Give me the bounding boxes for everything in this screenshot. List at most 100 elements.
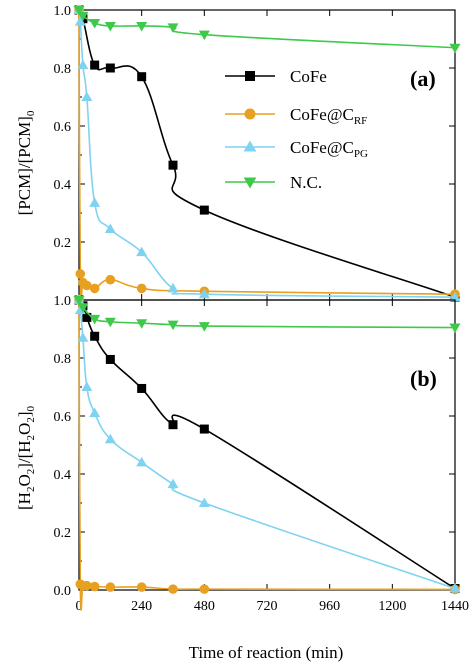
legend-label-cofe-cpg-main: CoFe@C <box>290 138 354 157</box>
data-point-cofe-crf-b <box>136 582 147 592</box>
data-point-cofe-b <box>137 383 147 393</box>
plot-frame-a <box>78 9 456 301</box>
data-point-cofe-crf-a <box>89 283 100 294</box>
data-point-cofe-cpg-b <box>167 478 179 489</box>
data-point-cofe-cpg-a <box>136 246 148 257</box>
panel-label-b: (b) <box>410 366 437 391</box>
data-point-cofe-crf-b <box>199 584 210 594</box>
data-point-cofe-cpg-b <box>81 381 93 391</box>
legend-entry-nc: N.C. <box>225 173 322 192</box>
x-tick-label: 1200 <box>378 599 406 614</box>
data-point-cofe-a <box>168 160 178 170</box>
data-point-nc-a <box>104 21 116 32</box>
panel-b: 0.0 0.2 0.4 0.6 0.8 0 240 480 720 960 1200 1440 <box>54 294 469 614</box>
data-point-cofe-b <box>168 420 178 430</box>
data-point-nc-a <box>77 11 89 22</box>
panel-label-a: (a) <box>410 66 436 91</box>
series-line-cofe-crf-b <box>78 299 456 611</box>
data-point-cofe-b <box>90 331 100 341</box>
legend-label-cofe-cpg-sub: PG <box>354 148 368 160</box>
y-axis-title-a-main: [PCM]/[PCM] <box>15 116 34 215</box>
legend-entry-cofe-crf: CoFe@CRF <box>225 105 367 127</box>
data-point-cofe-cpg-b <box>104 433 116 444</box>
data-point-nc-a <box>73 6 85 16</box>
y-tick-label-a: 0.8 <box>54 62 72 77</box>
y-tick-label-b: 0.8 <box>54 352 72 367</box>
data-point-cofe-cpg-b <box>89 407 101 418</box>
data-point-cofe-cpg-a <box>77 59 89 70</box>
data-point-cofe-cpg-a <box>167 282 179 293</box>
plot-frame-b <box>78 299 456 591</box>
y-tick-label-a: 1.0 <box>54 4 72 19</box>
y-axis-title-a-sub: 0 <box>25 110 37 116</box>
data-point-nc-b <box>167 320 179 331</box>
data-point-nc-b <box>104 317 116 328</box>
data-point-nc-b <box>73 296 85 306</box>
legend-label-cofe-cpg: CoFe@CPG <box>290 138 368 160</box>
y-tick-label-b: 0.4 <box>54 468 72 483</box>
y-tick-label-b: 0.6 <box>54 410 72 425</box>
legend-entry-cofe: CoFe <box>225 67 327 86</box>
data-point-cofe-cpg-b <box>449 583 461 593</box>
data-point-nc-b <box>89 314 101 325</box>
data-point-cofe-a <box>137 72 147 82</box>
data-point-cofe-crf-a <box>82 280 92 291</box>
legend-marker-nc <box>243 177 257 189</box>
data-point-cofe-crf-b <box>168 584 178 594</box>
legend-marker-cofe-cpg <box>243 140 257 152</box>
data-point-nc-b <box>449 323 461 334</box>
series-line-cofe-b <box>78 299 456 590</box>
data-point-cofe-cpg-a <box>104 223 116 233</box>
data-point-nc-b <box>198 322 210 332</box>
data-point-cofe-a <box>90 60 100 70</box>
data-point-cofe-b <box>199 424 209 434</box>
panel-a: 1.0 0.2 0.4 0.6 0.8 1.0 <box>54 4 461 309</box>
series-line-cofe-cpg-b <box>78 299 456 590</box>
series-line-cofe-crf-a <box>78 9 456 301</box>
data-point-nc-a <box>167 23 179 33</box>
y-tick-label-a: 0.6 <box>54 120 72 135</box>
x-tick-label: 960 <box>319 599 340 614</box>
legend-label-cofe-crf-sub: RF <box>354 115 367 127</box>
legend-entry-cofe-cpg: CoFe@CPG <box>225 138 368 160</box>
x-tick-label: 1440 <box>441 599 469 614</box>
legend-label-nc: N.C. <box>290 173 322 192</box>
data-point-nc-b <box>77 303 89 313</box>
legend-marker-cofe-crf <box>244 108 256 120</box>
series-line-cofe-a <box>78 9 456 298</box>
data-point-nc-a <box>136 21 148 32</box>
y-tick-label-a: 1.0 <box>54 294 72 309</box>
data-point-cofe-cpg-a <box>74 16 86 26</box>
legend-label-cofe-crf-main: CoFe@C <box>290 105 354 124</box>
y-tick-label-b: 0.0 <box>54 584 72 599</box>
legend: CoFe CoFe@CRF CoFe@CPG N.C. <box>225 67 368 192</box>
series-line-cofe-cpg-a <box>78 9 456 298</box>
data-point-cofe-a <box>199 205 209 215</box>
legend-marker-cofe <box>245 71 255 81</box>
data-point-cofe-cpg-b <box>77 332 89 342</box>
y-tick-label-a: 0.2 <box>54 236 72 251</box>
x-tick-label: 0 <box>76 599 83 614</box>
y-axis-title-b: [H2O2]/[H2O2]0 <box>15 405 37 510</box>
x-tick-label: 480 <box>194 599 215 614</box>
data-point-cofe-crf-a <box>75 269 86 279</box>
data-point-cofe-crf-b <box>89 581 100 592</box>
data-point-cofe-cpg-a <box>198 288 210 299</box>
x-axis-title: Time of reaction (min) <box>189 643 344 662</box>
x-tick-label: 720 <box>257 599 278 614</box>
data-point-cofe-cpg-b <box>198 497 210 507</box>
data-point-nc-a <box>198 30 210 41</box>
legend-label-cofe: CoFe <box>290 67 327 86</box>
data-point-cofe-a <box>105 63 115 73</box>
data-point-cofe-b <box>105 354 115 364</box>
data-point-cofe-cpg-a <box>89 197 101 207</box>
y-tick-label-b: 0.2 <box>54 526 72 541</box>
legend-label-cofe-crf: CoFe@CRF <box>290 105 367 127</box>
data-point-cofe-cpg-a <box>81 91 93 101</box>
data-point-cofe-crf-a <box>136 283 147 294</box>
x-tick-label: 240 <box>131 599 152 614</box>
data-point-nc-b <box>136 319 148 329</box>
y-tick-label-a: 0.4 <box>54 178 72 193</box>
data-point-nc-a <box>89 19 101 29</box>
